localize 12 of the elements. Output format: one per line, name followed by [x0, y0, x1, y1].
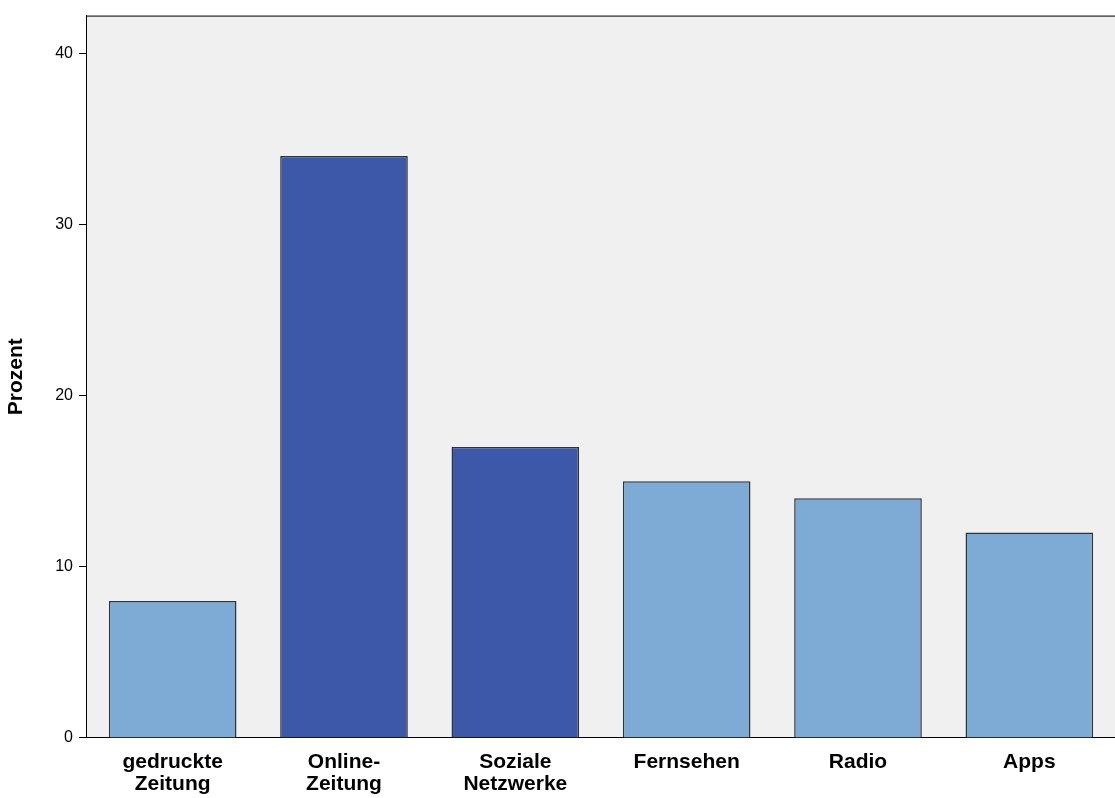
y-tick-label: 20	[55, 385, 74, 403]
x-tick-label: Soziale Netzwerke	[463, 748, 568, 794]
x-tick-label: gedruckte Zeitung	[122, 748, 223, 794]
y-axis-title: Prozent	[3, 338, 27, 416]
y-tick-label: 40	[55, 43, 74, 61]
y-tick-label: 10	[55, 557, 74, 575]
x-tick-label: Online-Zeitung	[306, 748, 382, 794]
y-tick-label: 30	[55, 214, 74, 232]
x-tick-label: Apps	[1003, 748, 1056, 772]
y-tick-label: 0	[64, 728, 74, 746]
x-tick-label: Fernsehen	[633, 748, 740, 772]
x-tick-label: Radio	[828, 748, 888, 772]
